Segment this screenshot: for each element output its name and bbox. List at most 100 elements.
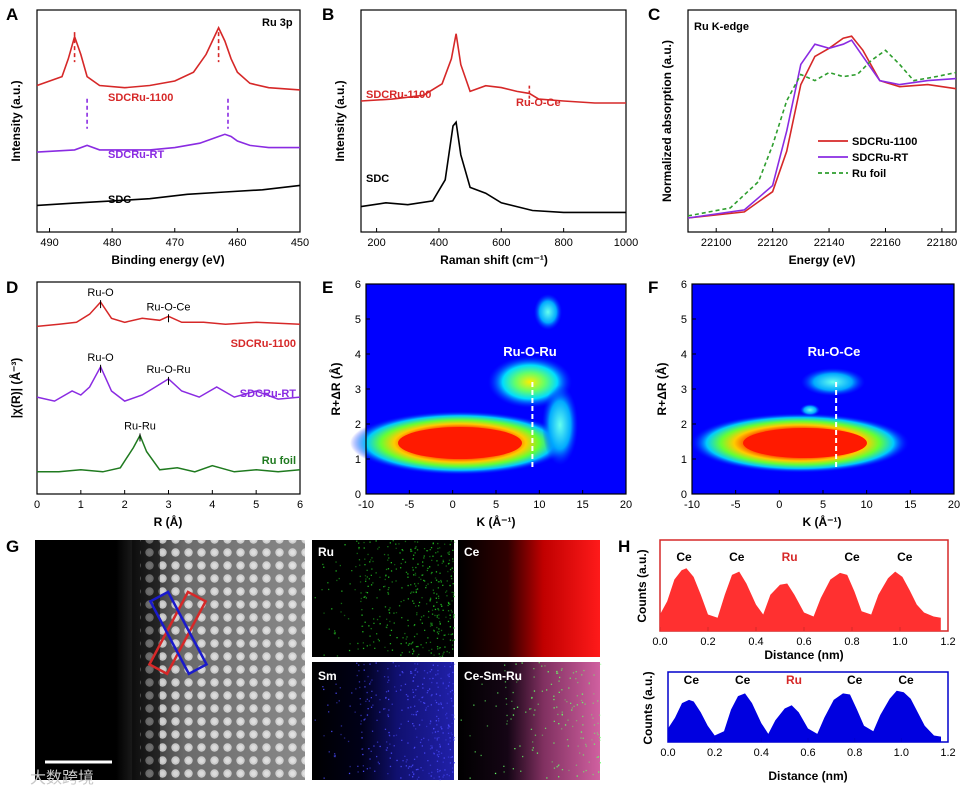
eds-dot [429,641,432,643]
eds-dot [376,719,378,721]
annotation-ru-o-ce: Ru-O-Ce [808,344,861,359]
eds-dot [439,572,441,574]
eds-dot [395,734,398,736]
eds-dot [448,551,450,553]
eds-dot [362,631,364,633]
eds-dot [436,739,438,741]
eds-dot [410,766,412,768]
eds-dot [440,726,442,728]
eds-dot [435,579,438,581]
x-axis-label: Binding energy (eV) [111,253,224,267]
watermark: 大数跨境 [30,768,94,787]
eds-dot [416,549,419,551]
legend-label: Ru foil [852,168,886,180]
eds-dot [407,767,410,769]
panel-c-xanes: C Ru K-edge 22100 22120 22140 22160 22180 SD… [648,5,957,267]
eds-dot [469,735,471,737]
eds-dot [449,737,451,739]
xanes-series [687,35,957,219]
eds-dot [361,625,364,627]
eds-dot [371,568,373,570]
eds-dot [448,681,451,684]
eds-dot [322,686,324,688]
eds-dot [379,576,381,578]
x-tick-label: 460 [228,237,246,249]
eds-dot [413,635,416,638]
eds-dot [423,548,426,550]
eds-dot [388,709,390,711]
eds-dot [387,593,390,595]
peak-label: Ce [729,550,745,564]
eds-dot [426,725,428,728]
peak-label: Ru-O [87,352,114,364]
eds-dot [567,745,569,747]
eds-dot [359,686,361,689]
eds-dot [387,588,389,591]
eds-dot [556,672,558,674]
eds-dot [450,697,452,700]
eds-dot [407,720,409,722]
eds-dot [588,683,590,685]
panel-b-raman: B 200 400 600 800 1000 SDCRu-1100SDCRu-O-Ce … [322,5,638,267]
eds-dot [434,614,436,617]
eds-dot [433,630,435,632]
peak-label: Ru-O-Ru [146,364,190,376]
eds-dot [367,553,369,556]
eds-dot [443,774,445,776]
eds-dot [436,682,438,684]
eds-dot [512,714,515,716]
eds-dot [431,771,433,773]
eds-dot [362,753,364,756]
eds-dot [391,649,394,651]
eds-dot [415,668,417,670]
eds-dot [557,713,559,716]
eds-dot [423,677,425,679]
eds-dot [387,554,389,556]
eds-dot [437,587,439,589]
eds-dot [582,724,584,726]
eds-dot [452,583,454,585]
red-linescan-box [147,590,208,676]
eds-dot [547,671,549,673]
eds-dot [447,727,449,729]
eds-dot [453,614,455,616]
x-tick-label: 200 [367,237,385,249]
heatmap-core [398,427,522,459]
y-tick-label: 5 [681,314,687,326]
eds-dot [438,609,440,611]
eds-dot [529,708,531,710]
eds-dot [494,772,497,775]
eds-dot [413,758,416,760]
eds-dot [533,676,535,678]
eds-dot [383,676,386,678]
plot-frame [360,9,627,233]
y-axis-label-blue: Counts (a.u.) [641,671,655,744]
eds-dot [371,730,374,732]
panel-a-xps: A Ru 3p 490 480 470 460 450 SDCRu-1100SDCRu-… [6,5,309,267]
peak-labels: Ru-O Ru-O-Ce Ru-O Ru-O-Ru Ru-Ru SDCRu-1100 SDC… [87,287,296,467]
eds-dot [401,671,403,673]
blue-linescan-box [148,590,209,676]
eds-dot [447,552,449,554]
eds-dot [449,726,451,728]
y-axis-label: R+ΔR (Å) [654,363,669,416]
eds-dot [572,672,575,674]
eds-dot [413,574,415,576]
eds-dot [361,609,363,611]
eds-dot [360,720,362,722]
x-tick-label: 450 [291,237,309,249]
eds-dot [402,637,404,639]
y-tick-label: 0 [355,489,361,501]
eds-dot [599,762,601,764]
eds-dot [446,702,448,704]
eds-dot [434,737,436,739]
x-tick-label: 480 [103,237,121,249]
eds-dot [438,737,440,739]
peak-label: Ru [782,550,798,564]
eds-dot [437,595,440,597]
eds-dot [424,629,426,631]
panel-d-exafs: D 0 1 2 3 4 5 6 Ru-O Ru-O-Ce Ru-O Ru-O-Ru Ru-Ru SDC… [6,278,303,529]
eds-dot [593,732,596,734]
eds-dot [427,705,429,707]
